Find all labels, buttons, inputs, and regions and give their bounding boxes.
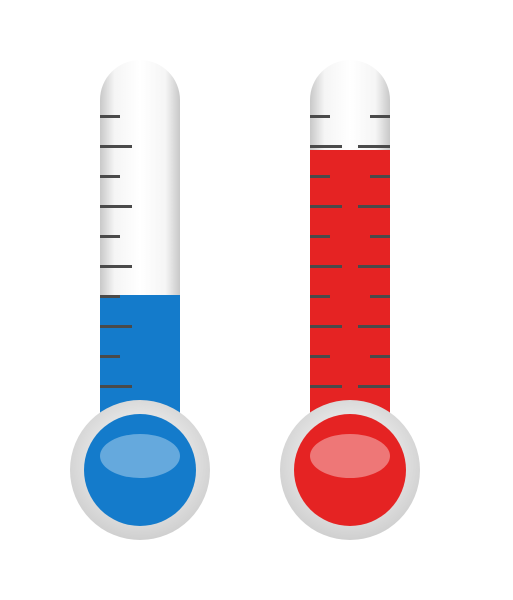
thermometer-bulb [280, 400, 420, 540]
thermometer-tube [310, 60, 390, 440]
scale-tick [358, 205, 390, 208]
scale-tick [100, 355, 120, 358]
scale-tick [370, 115, 390, 118]
scale-tick [100, 235, 120, 238]
scale-tick [358, 325, 390, 328]
scale-tick [358, 385, 390, 388]
thermometer-bulb-highlight [310, 434, 390, 478]
scale-tick [100, 175, 120, 178]
scale-tick [100, 205, 132, 208]
thermometer-bulb [70, 400, 210, 540]
thermometer-tube [100, 60, 180, 440]
scale-tick [100, 265, 132, 268]
scale-tick [310, 265, 342, 268]
scale-tick [100, 295, 120, 298]
scale-tick [100, 325, 132, 328]
scale-tick [310, 145, 342, 148]
thermometer-bulb-highlight [100, 434, 180, 478]
scale-tick [370, 355, 390, 358]
scale-tick [310, 385, 342, 388]
scale-tick [100, 115, 120, 118]
scale-tick [310, 235, 330, 238]
scale-tick [310, 205, 342, 208]
scale-tick [310, 115, 330, 118]
scale-tick [100, 145, 132, 148]
scale-tick [310, 325, 342, 328]
scale-tick [370, 175, 390, 178]
scale-tick [310, 295, 330, 298]
scale-tick [370, 295, 390, 298]
scale-tick [358, 265, 390, 268]
scale-tick [370, 235, 390, 238]
thermometer-infographic [0, 0, 513, 600]
scale-tick [310, 355, 330, 358]
scale-tick [310, 175, 330, 178]
scale-tick [358, 145, 390, 148]
scale-tick [100, 385, 132, 388]
